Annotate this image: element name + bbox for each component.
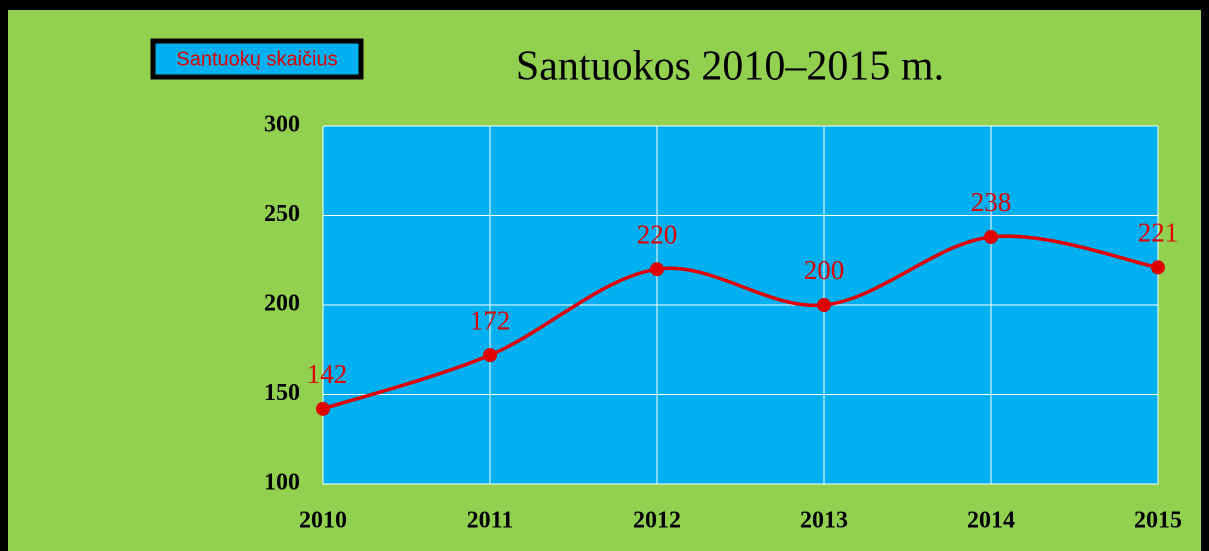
x-tick-label: 2010 [299, 508, 347, 534]
x-tick-label: 2012 [633, 508, 681, 534]
data-label: 238 [971, 187, 1012, 217]
data-label: 220 [637, 219, 678, 249]
data-point [984, 229, 998, 244]
y-tick-label: 150 [264, 380, 300, 406]
x-tick-label: 2015 [1134, 508, 1182, 534]
data-label: 200 [804, 255, 845, 285]
y-tick-label: 250 [264, 201, 300, 227]
data-point [1151, 260, 1165, 275]
x-tick-label: 2013 [800, 508, 848, 534]
data-point [316, 401, 330, 416]
y-tick-label: 300 [264, 112, 300, 138]
x-tick-label: 2011 [467, 508, 514, 534]
legend-box [150, 38, 364, 80]
data-label: 221 [1138, 218, 1179, 248]
data-point [483, 348, 497, 363]
y-tick-label: 200 [264, 291, 300, 317]
series-line [322, 234, 1159, 411]
y-tick-label: 100 [264, 470, 300, 496]
legend-label: Santuokų skaičius [176, 48, 337, 70]
data-label: 172 [470, 305, 511, 335]
data-point [817, 298, 831, 312]
chart-title: Santuokos 2010–2015 m. [516, 44, 944, 90]
data-label: 142 [307, 359, 348, 389]
data-point [650, 262, 664, 277]
x-tick-label: 2014 [967, 508, 1015, 534]
